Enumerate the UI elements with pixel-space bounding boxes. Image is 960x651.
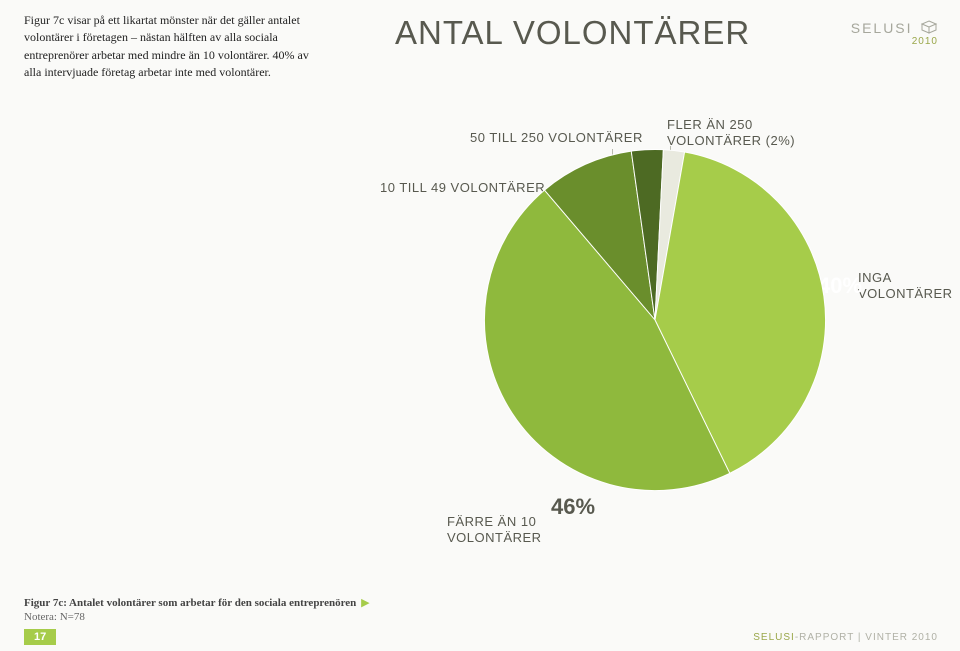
cube-icon — [920, 20, 938, 34]
caption-title: Figur 7c: Antalet volontärer som arbetar… — [24, 597, 356, 609]
caption-note: Notera: N=78 — [24, 611, 370, 623]
chart-title: ANTAL VOLONTÄRER — [395, 14, 750, 52]
intro-paragraph: Figur 7c visar på ett likartat mönster n… — [24, 12, 324, 82]
logo-text: SELUSI — [851, 20, 913, 36]
pie-chart — [475, 140, 835, 500]
slice-label-none: INGA VOLONTÄRER — [858, 270, 953, 301]
page-number: 17 — [24, 629, 56, 645]
footer-brand: SELUSI — [753, 632, 795, 643]
logo-year: 2010 — [851, 36, 938, 47]
footer-rest: -RAPPORT | VINTER 2010 — [795, 632, 938, 643]
slice-label-lt10: FÄRRE ÄN 10 VOLONTÄRER — [447, 514, 542, 545]
arrow-icon: ▶ — [361, 597, 369, 609]
figure-caption: Figur 7c: Antalet volontärer som arbetar… — [24, 596, 370, 623]
footer-text: SELUSI-RAPPORT | VINTER 2010 — [753, 632, 938, 643]
brand-logo: SELUSI 2010 — [851, 20, 938, 47]
